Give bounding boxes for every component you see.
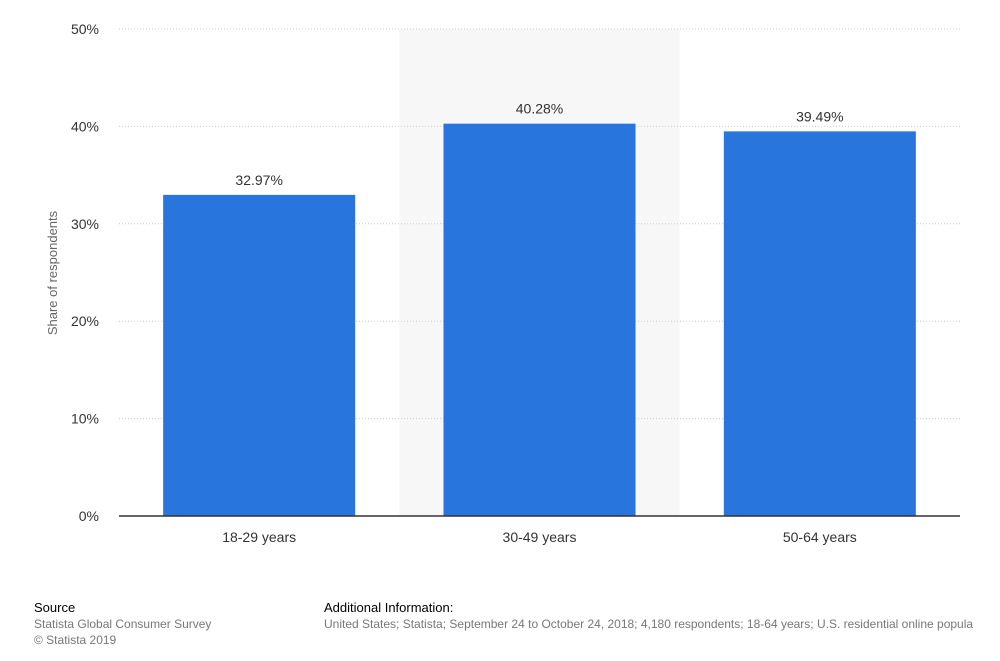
bar [163, 194, 356, 516]
y-tick-label: 50% [71, 21, 99, 37]
copyright-text: © Statista 2019 [34, 633, 117, 647]
y-tick-label: 40% [71, 118, 99, 134]
y-tick-label: 20% [71, 313, 99, 329]
source-text: Statista Global Consumer Survey [34, 617, 212, 631]
y-tick-label: 30% [71, 216, 99, 232]
x-tick-label: 50-64 years [783, 529, 857, 545]
data-label: 40.28% [516, 101, 563, 117]
y-tick-label: 0% [79, 508, 99, 524]
bar [443, 123, 636, 517]
y-axis-title: Share of respondents [45, 210, 60, 335]
additional-info-text: United States; Statista; September 24 to… [324, 617, 974, 631]
additional-info-section: Additional Information: United States; S… [324, 600, 1000, 632]
data-label: 32.97% [235, 172, 282, 188]
bar [723, 131, 916, 516]
source-heading: Source [34, 600, 76, 615]
additional-info-heading: Additional Information: [324, 600, 454, 615]
x-tick-label: 30-49 years [503, 529, 577, 545]
source-section: Source Statista Global Consumer Survey ©… [34, 600, 211, 648]
y-tick-label: 10% [71, 411, 99, 427]
bar-chart: 0% 10% 20% 30% 40% 50% 32.97% 18-29 years 40.28%… [45, 21, 960, 545]
data-label: 39.49% [796, 108, 843, 124]
x-tick-label: 18-29 years [222, 529, 296, 545]
